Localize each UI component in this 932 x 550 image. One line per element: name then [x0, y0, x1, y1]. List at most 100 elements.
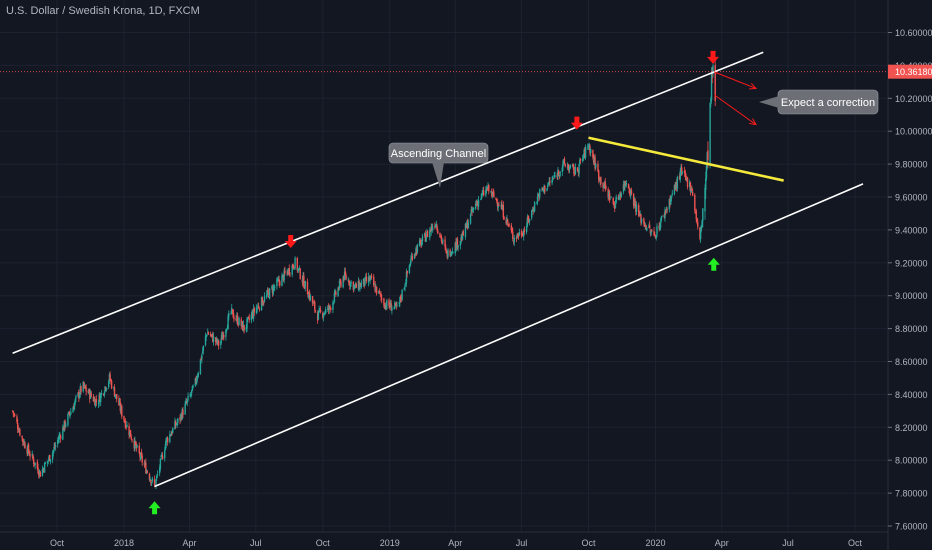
candle-body — [248, 317, 250, 320]
candle-body — [589, 146, 591, 154]
candle-body — [330, 307, 332, 310]
candle-body — [689, 182, 692, 192]
y-tick-label: 9.00000 — [895, 291, 928, 301]
candle-body — [633, 200, 636, 205]
candle-body — [607, 189, 609, 198]
candle-body — [508, 224, 510, 226]
candle-body — [365, 276, 368, 282]
candle-body — [649, 229, 652, 234]
candle-body — [251, 312, 253, 316]
candle-body — [374, 284, 376, 292]
candle-body — [396, 304, 398, 306]
candle-body — [625, 182, 628, 185]
candle-body — [704, 188, 706, 212]
candle-body — [256, 307, 258, 310]
x-tick-label: 2018 — [114, 538, 134, 548]
candle-body — [573, 173, 576, 174]
candle-body — [705, 165, 708, 179]
candle-body — [578, 164, 580, 174]
candle-body — [255, 307, 258, 314]
x-tick-label: Apr — [715, 538, 729, 548]
candle-body — [380, 293, 382, 298]
candle-body — [358, 281, 360, 290]
candle-body — [279, 281, 281, 286]
candle-body — [87, 390, 90, 394]
candle-body — [226, 327, 229, 330]
candle-body — [207, 332, 209, 334]
candle-body — [696, 219, 698, 222]
candle-body — [359, 283, 362, 287]
candle-body — [210, 334, 213, 336]
candle-body — [383, 305, 386, 309]
candle-body — [354, 283, 357, 286]
candle-body — [69, 414, 71, 416]
candle-body — [675, 181, 678, 188]
candle-body — [131, 439, 133, 441]
candle-body — [587, 145, 589, 147]
arrow-down-icon — [284, 235, 297, 249]
candle-body — [217, 340, 220, 346]
candle-body — [236, 315, 239, 325]
x-tick-label: Oct — [50, 538, 65, 548]
candle-body — [339, 281, 341, 282]
candle-body — [369, 277, 371, 281]
candle-body — [630, 190, 633, 194]
candle-body — [518, 232, 521, 236]
candle-body — [474, 203, 477, 209]
candle-body — [670, 198, 672, 205]
candle-body — [490, 192, 493, 196]
candle-body — [245, 327, 248, 330]
candle-body — [113, 387, 116, 397]
candle-body — [394, 303, 397, 305]
y-tick-label: 8.20000 — [895, 423, 928, 433]
candle-body — [552, 178, 554, 180]
candle-body — [552, 178, 555, 179]
candle-body — [561, 167, 564, 173]
candle-body — [289, 273, 291, 275]
candle-body — [54, 445, 56, 448]
candle-body — [43, 468, 45, 472]
candle-body — [681, 167, 683, 173]
candle-body — [538, 193, 540, 198]
candle-body — [347, 279, 349, 281]
candle-body — [27, 445, 29, 454]
candle-body — [74, 399, 76, 404]
candle-body — [522, 234, 524, 237]
candle-body — [160, 455, 162, 458]
candle-body — [302, 275, 304, 282]
candle-body — [190, 389, 193, 393]
candle-body — [89, 391, 92, 399]
candle-body — [102, 393, 105, 395]
candle-body — [481, 193, 483, 195]
candle-body — [432, 227, 434, 230]
candle-body — [664, 210, 667, 212]
candle-body — [135, 443, 138, 449]
candle-body — [65, 424, 67, 427]
candle-body — [48, 455, 50, 460]
candle-body — [486, 188, 489, 190]
candle-body — [678, 176, 681, 180]
candle-body — [568, 166, 571, 170]
candle-body — [684, 171, 687, 178]
candle-body — [472, 208, 474, 212]
candle-body — [124, 421, 126, 423]
candle-body — [617, 196, 620, 200]
y-tick-label: 10.00000 — [895, 127, 932, 137]
candle-body — [638, 214, 641, 216]
candle-body — [658, 225, 660, 229]
candle-body — [378, 290, 380, 293]
candle-body — [191, 385, 194, 391]
candle-body — [221, 335, 223, 340]
candle-body — [386, 300, 388, 309]
candle-body — [273, 286, 275, 288]
candle-body — [262, 303, 264, 305]
candle-body — [348, 280, 350, 285]
candle-body — [378, 291, 381, 293]
candle-body — [363, 279, 365, 286]
candle-body — [263, 296, 266, 302]
candle-body — [493, 191, 495, 198]
candle-body — [370, 275, 373, 278]
x-tick-label: 2020 — [645, 538, 665, 548]
candle-body — [557, 170, 559, 177]
